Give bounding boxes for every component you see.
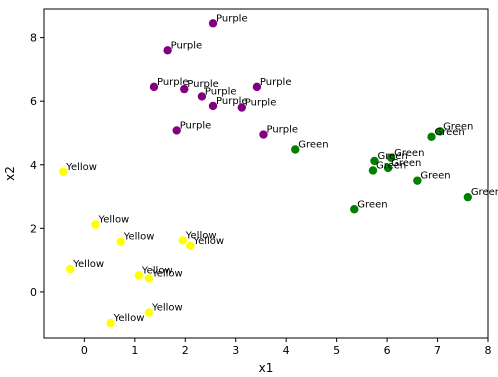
data-point-yellow [106, 318, 115, 328]
point-label: Green [434, 127, 464, 138]
point-label: Green [298, 140, 328, 151]
data-point-purple [259, 130, 268, 139]
data-point-purple [149, 82, 159, 92]
data-point-purple [197, 92, 207, 101]
data-point-yellow [134, 271, 144, 280]
y-tick-label: 8 [30, 32, 37, 45]
point-label: Yellow [151, 269, 183, 280]
point-label: Yellow [185, 230, 217, 241]
point-label: Purple [171, 40, 203, 51]
data-point-yellow [144, 308, 154, 317]
x-tick-label: 7 [434, 344, 441, 357]
data-point-yellow [58, 167, 68, 176]
data-point-yellow [91, 220, 100, 229]
data-point-yellow [186, 241, 195, 251]
point-label: Yellow [192, 236, 224, 247]
data-point-purple [172, 126, 181, 135]
point-label: Purple [266, 125, 298, 136]
data-point-purple [163, 46, 172, 55]
data-point-purple [180, 84, 189, 94]
point-label: Yellow [65, 162, 97, 173]
point-label: Green [471, 187, 498, 198]
point-label: Purple [216, 96, 248, 107]
data-point-green [463, 192, 473, 202]
plot-frame [43, 8, 489, 339]
point-label: Green [376, 160, 406, 171]
point-label: Yellow [141, 265, 173, 276]
x-tick-label: 8 [485, 344, 492, 357]
point-label: Yellow [151, 303, 183, 314]
y-tick-label: 2 [30, 222, 37, 235]
y-tick-label: 0 [30, 286, 37, 299]
point-label: Yellow [123, 232, 155, 243]
point-label: Purple [205, 86, 237, 97]
point-label: Purple [187, 79, 219, 90]
data-point-green [413, 176, 422, 185]
y-axis-label: x2 [3, 166, 17, 181]
x-tick-label: 4 [283, 344, 290, 357]
point-label: Purple [180, 120, 212, 131]
y-tick-label: 4 [30, 159, 37, 172]
data-point-yellow [144, 274, 154, 283]
points-layer [58, 19, 473, 328]
data-point-green [386, 153, 396, 162]
point-label: Yellow [113, 313, 145, 324]
y-tick-label: 6 [30, 95, 37, 108]
x-axis-label: x1 [259, 361, 274, 375]
x-tick-label: 0 [81, 344, 88, 357]
x-tick-label: 3 [232, 344, 239, 357]
data-point-green [383, 163, 393, 173]
point-label: Green [443, 121, 473, 132]
data-point-purple [252, 82, 262, 92]
x-tick-label: 1 [131, 344, 138, 357]
point-label: Purple [245, 98, 277, 109]
point-label: Green [391, 158, 421, 169]
data-point-purple [237, 103, 246, 112]
data-point-yellow [178, 236, 187, 245]
x-tick-label: 5 [333, 344, 340, 357]
point-label: Yellow [97, 215, 129, 226]
point-label: Green [420, 171, 450, 182]
x-tick-label: 2 [182, 344, 189, 357]
data-point-green [350, 205, 359, 214]
data-point-green [435, 127, 445, 136]
point-label: Purple [216, 13, 248, 24]
point-label: Green [377, 151, 407, 162]
data-point-yellow [66, 264, 75, 274]
data-point-green [427, 132, 436, 141]
point-label: Yellow [72, 259, 104, 270]
point-labels-layer: PurplePurplePurplePurplePurplePurplePurp… [65, 13, 498, 324]
data-point-purple [208, 19, 218, 28]
data-point-green [370, 156, 379, 166]
ticks-layer: 0 1 2 3 4 5 6 7 8 0 2 4 6 8 [30, 32, 492, 357]
x-tick-label: 6 [384, 344, 391, 357]
data-point-yellow [116, 237, 125, 246]
data-point-purple [208, 101, 218, 111]
point-label: Green [394, 148, 424, 159]
data-point-green [368, 166, 378, 175]
point-label: Purple [260, 77, 292, 88]
point-label: Green [357, 199, 387, 210]
point-label: Purple [157, 77, 189, 88]
data-point-green [291, 145, 300, 154]
